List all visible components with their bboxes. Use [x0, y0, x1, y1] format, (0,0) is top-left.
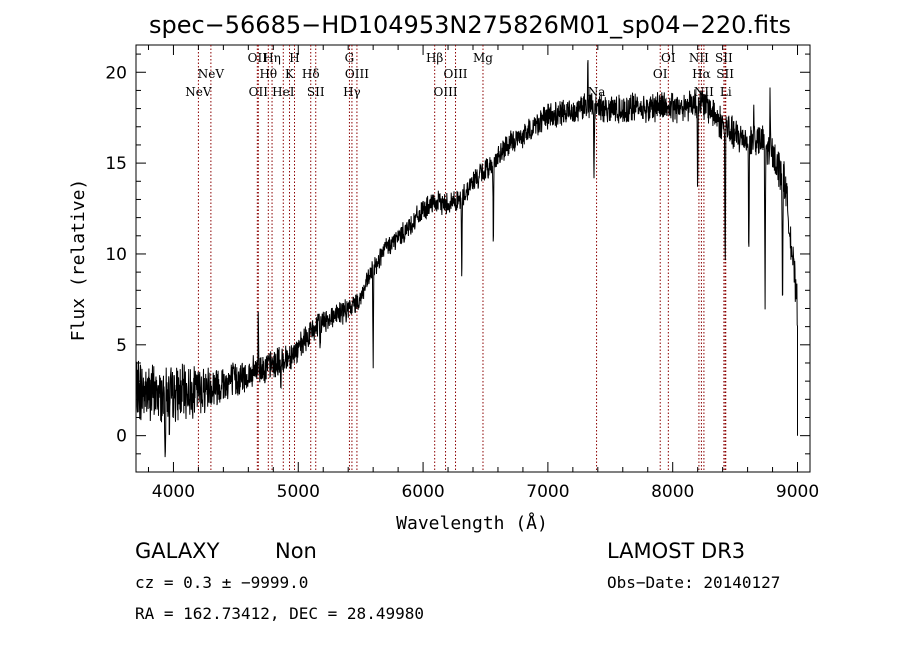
y-tick-label: 0: [116, 427, 127, 447]
emission-line-label: HeI: [272, 85, 295, 99]
obs-date-text: Obs−Date: 20140127: [607, 573, 780, 592]
emission-line-label: Mg: [473, 51, 493, 65]
x-tick-label: 5000: [277, 482, 320, 502]
emission-line-label: Hα: [692, 67, 711, 81]
spectrum-series: [135, 60, 798, 458]
chart-title: spec−56685−HD104953N275826M01_sp04−220.f…: [149, 11, 791, 39]
x-axis-label: Wavelength (Å): [396, 512, 548, 534]
y-tick-label: 5: [116, 336, 127, 356]
coordinates-text: RA = 162.73412, DEC = 28.49980: [135, 604, 424, 623]
x-tick-label: 4000: [152, 482, 195, 502]
x-tick-label: 6000: [401, 482, 444, 502]
emission-line-label: Hβ: [426, 51, 443, 65]
x-tick-label: 8000: [651, 482, 694, 502]
emission-line-label: OIII: [443, 67, 467, 81]
emission-line-label: Hδ: [302, 67, 320, 81]
emission-line-label: NII: [694, 85, 714, 99]
emission-line-label: K: [285, 67, 295, 81]
redshift-text: cz = 0.3 ± −9999.0: [135, 573, 308, 592]
y-axis-label: Flux (relative): [68, 179, 89, 342]
emission-line-label: SII: [307, 85, 325, 99]
emission-line-label: OI: [661, 51, 676, 65]
emission-line-label: NeV: [198, 67, 225, 81]
x-tick-label: 9000: [776, 482, 819, 502]
y-tick-label: 20: [105, 63, 127, 83]
emission-line-label: H: [289, 51, 299, 65]
emission-line-label: OII: [249, 85, 269, 99]
spectrum-line: [135, 60, 798, 458]
y-tick-label: 15: [105, 154, 127, 174]
emission-line-labels: NeVNeVOIIOIIHθHηHeIKHHδSIIGHγOIIIHβOIIIO…: [185, 51, 734, 99]
x-axis-ticks: 4000 5000 6000 7000 8000 9000: [147, 45, 819, 502]
emission-line-label: Hη: [263, 51, 281, 65]
y-axis-ticks: 0 5 10 15 20: [105, 53, 810, 455]
object-class: GALAXY: [135, 539, 220, 563]
emission-line-label: NII: [689, 51, 709, 65]
emission-line-label: SII: [715, 51, 733, 65]
emission-line-label: NeV: [185, 85, 212, 99]
emission-line-label: Hθ: [259, 67, 277, 81]
emission-line-label: OIII: [434, 85, 458, 99]
emission-line-label: OI: [653, 67, 668, 81]
emission-line-label: OIII: [345, 67, 369, 81]
survey-name: LAMOST DR3: [607, 539, 745, 563]
emission-line-label: Hγ: [343, 85, 361, 99]
emission-line-label: OII: [248, 51, 268, 65]
emission-line-markers: [197, 45, 727, 472]
emission-line-label: G: [345, 51, 355, 65]
x-tick-label: 7000: [526, 482, 569, 502]
emission-line-label: Li: [720, 85, 732, 99]
y-tick-label: 10: [105, 245, 127, 265]
object-subclass: Non: [275, 539, 317, 563]
emission-line-label: SII: [716, 67, 734, 81]
